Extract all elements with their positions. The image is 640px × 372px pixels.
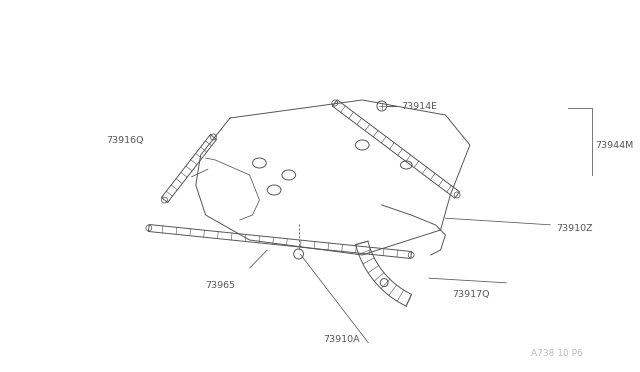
Text: 73910A: 73910A <box>323 336 360 344</box>
Text: 73914E: 73914E <box>401 102 437 110</box>
Text: 73916Q: 73916Q <box>106 135 143 144</box>
Text: 73965: 73965 <box>205 280 236 289</box>
Text: 73917Q: 73917Q <box>452 291 490 299</box>
Text: 73944M: 73944M <box>595 141 634 150</box>
Text: 73910Z: 73910Z <box>556 224 593 232</box>
Text: A738 10 P6: A738 10 P6 <box>531 349 582 358</box>
